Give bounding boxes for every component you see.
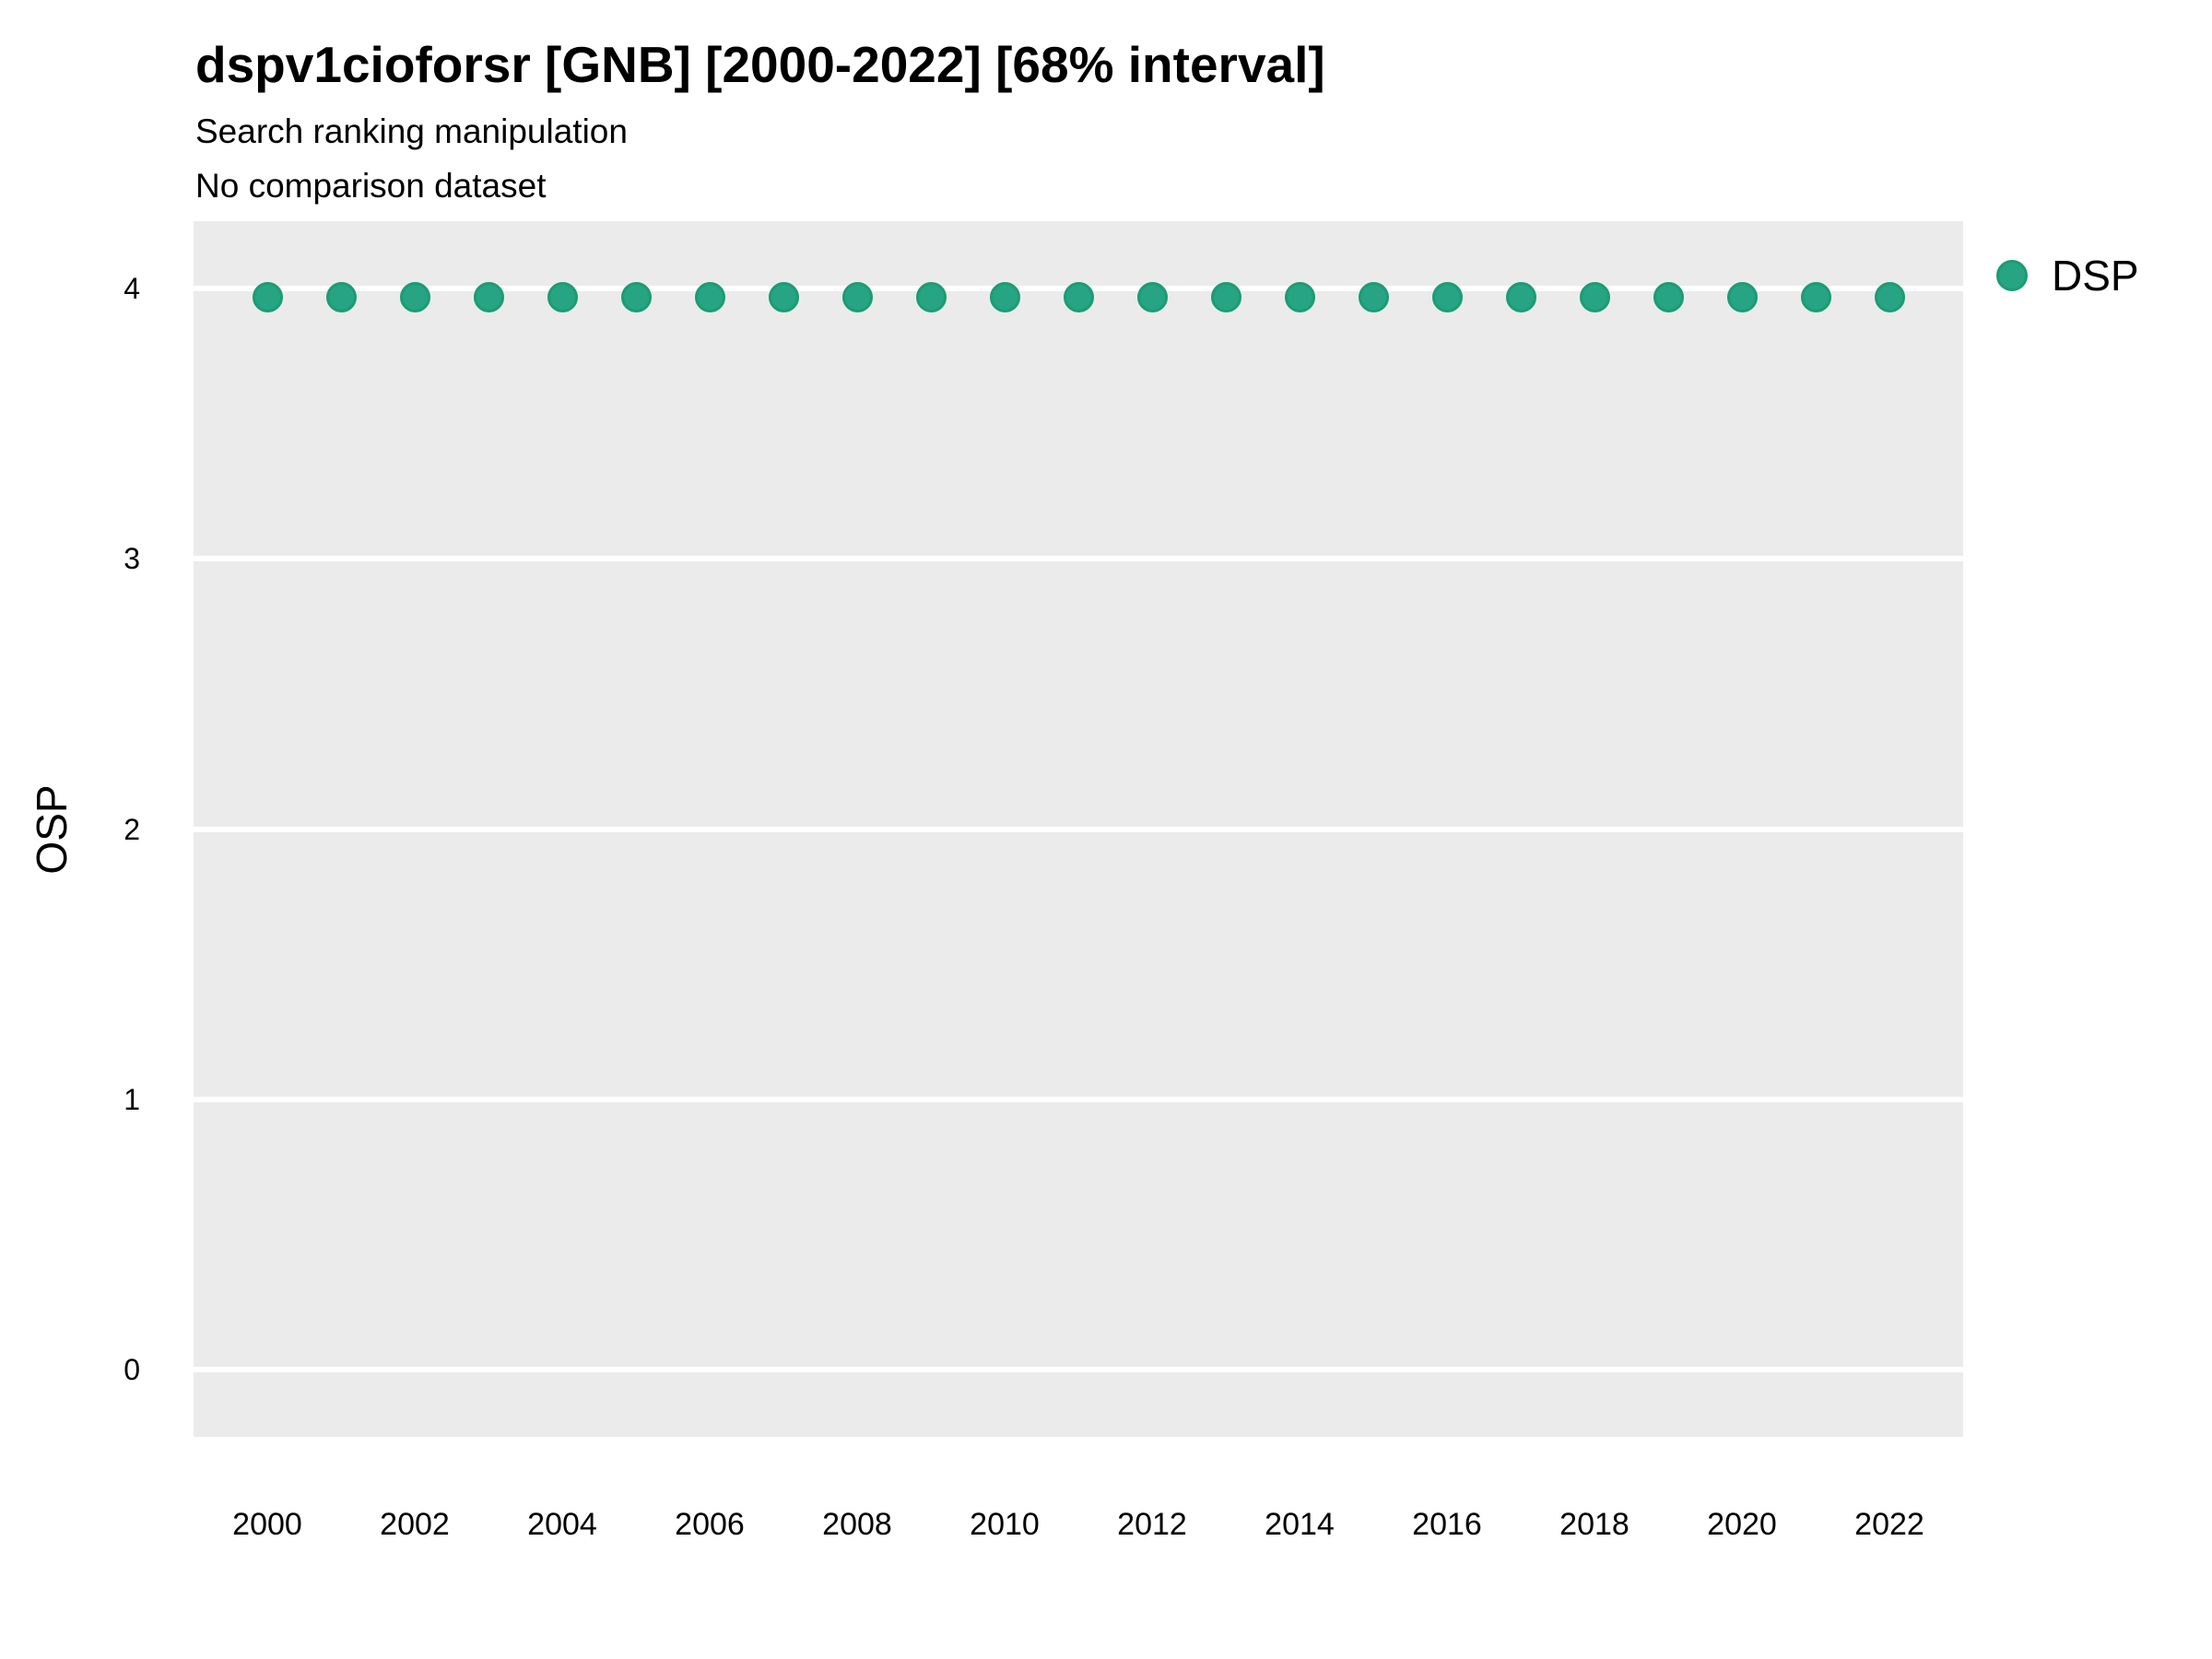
data-point-DSP-2001	[325, 281, 357, 312]
x-tick-label-2012: 2012	[1117, 1507, 1187, 1542]
data-point-DSP-2020	[1726, 281, 1758, 312]
chart-subtitle: Search ranking manipulation	[195, 112, 628, 150]
data-point-DSP-2018	[1579, 281, 1610, 312]
data-point-DSP-2010	[989, 281, 1020, 312]
y-tick-label-3: 3	[124, 542, 140, 576]
data-point-DSP-2011	[1063, 281, 1094, 312]
gridline-y-1	[194, 1096, 1963, 1102]
data-point-DSP-2004	[547, 281, 578, 312]
data-point-DSP-2003	[473, 281, 504, 312]
gridline-y-3	[194, 556, 1963, 562]
plot-panel	[194, 221, 1963, 1437]
data-point-DSP-2009	[915, 281, 947, 312]
x-tick-label-2014: 2014	[1265, 1507, 1335, 1542]
x-tick-label-2016: 2016	[1412, 1507, 1482, 1542]
x-tick-label-2022: 2022	[1854, 1507, 1924, 1542]
y-tick-label-4: 4	[124, 272, 140, 306]
data-point-DSP-2013	[1210, 281, 1241, 312]
data-point-DSP-2007	[768, 281, 799, 312]
data-point-DSP-2017	[1505, 281, 1536, 312]
legend-label-DSP: DSP	[2052, 252, 2139, 300]
data-point-DSP-2016	[1431, 281, 1463, 312]
y-axis-title: OSP	[28, 784, 76, 875]
data-point-DSP-2005	[620, 281, 652, 312]
x-tick-label-2002: 2002	[380, 1507, 450, 1542]
data-point-DSP-2015	[1358, 281, 1389, 312]
gridline-y-2	[194, 826, 1963, 832]
data-point-DSP-2014	[1284, 281, 1315, 312]
chart-subtitle-secondary: No comparison dataset	[195, 167, 547, 205]
x-tick-label-2004: 2004	[527, 1507, 597, 1542]
x-tick-label-2008: 2008	[822, 1507, 892, 1542]
legend-swatch-DSP	[1996, 260, 2028, 291]
x-tick-label-2000: 2000	[232, 1507, 302, 1542]
data-point-DSP-2000	[252, 281, 283, 312]
data-point-DSP-2006	[694, 281, 725, 312]
x-tick-label-2020: 2020	[1707, 1507, 1777, 1542]
x-tick-label-2018: 2018	[1559, 1507, 1630, 1542]
y-tick-label-1: 1	[124, 1082, 140, 1116]
data-point-DSP-2022	[1874, 281, 1905, 312]
chart-title: dspv1cioforsr [GNB] [2000-2022] [68% int…	[195, 36, 1325, 93]
data-point-DSP-2021	[1800, 281, 1831, 312]
x-tick-label-2010: 2010	[970, 1507, 1040, 1542]
gridline-y-0	[194, 1366, 1963, 1372]
legend: DSP	[1991, 245, 2212, 306]
x-tick-label-2006: 2006	[675, 1507, 745, 1542]
data-point-DSP-2019	[1653, 281, 1684, 312]
y-tick-label-2: 2	[124, 812, 140, 846]
data-point-DSP-2008	[841, 281, 873, 312]
y-tick-label-0: 0	[124, 1352, 140, 1386]
data-point-DSP-2012	[1136, 281, 1168, 312]
data-point-DSP-2002	[399, 281, 430, 312]
